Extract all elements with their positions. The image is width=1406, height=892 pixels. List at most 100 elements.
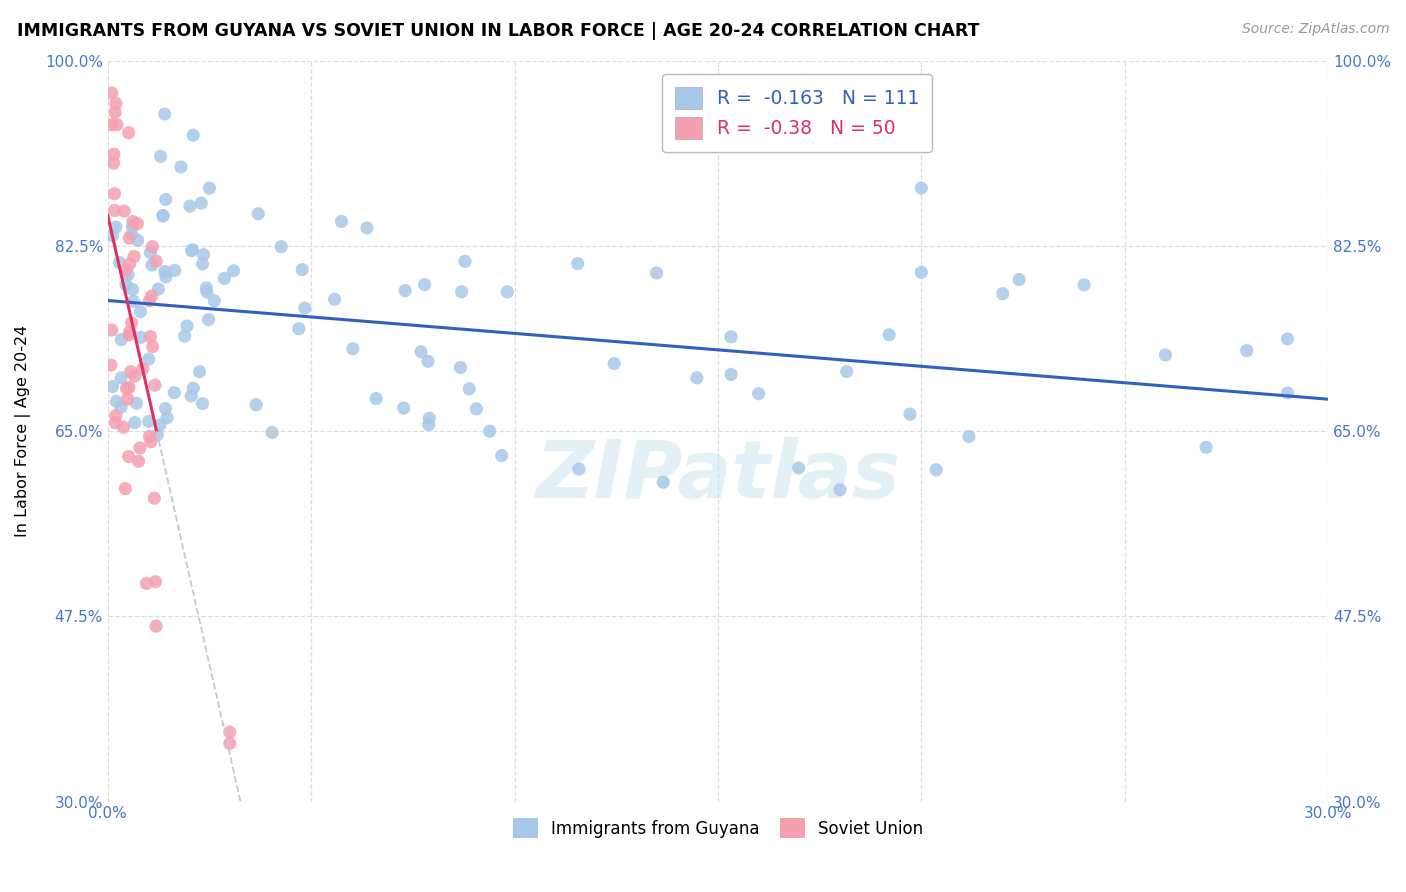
Point [155,193,177,207]
Point [112,420,135,434]
Point [108,255,131,269]
Point [127,233,149,247]
Point [366,392,388,406]
Point [153,107,176,121]
Point [145,619,167,633]
Point [135,576,157,591]
Point [105,394,128,409]
Point [449,360,471,375]
Point [720,330,742,344]
Point [100,323,122,337]
Point [392,401,415,415]
Point [342,342,364,356]
Point [179,199,201,213]
Point [124,416,146,430]
Point [124,369,146,384]
Point [458,382,481,396]
Point [214,271,236,285]
Point [294,301,316,315]
Point [138,293,160,308]
Point [957,429,980,443]
Point [173,329,195,343]
Point [1154,348,1177,362]
Point [910,181,932,195]
Point [1236,343,1258,358]
Point [478,424,501,438]
Point [100,358,122,372]
Point [190,196,212,211]
Point [356,221,378,235]
Text: IMMIGRANTS FROM GUYANA VS SOVIET UNION IN LABOR FORCE | AGE 20-24 CORRELATION CH: IMMIGRANTS FROM GUYANA VS SOVIET UNION I… [17,22,980,40]
Text: Source: ZipAtlas.com: Source: ZipAtlas.com [1241,22,1389,37]
Point [465,401,488,416]
Point [567,257,589,271]
Legend: Immigrants from Guyana, Soviet Union: Immigrants from Guyana, Soviet Union [506,812,929,845]
Point [181,128,204,143]
Point [188,365,211,379]
Point [101,86,124,100]
Point [104,409,127,423]
Point [652,475,675,490]
Point [454,254,477,268]
Point [1008,272,1031,286]
Point [120,365,142,379]
Point [148,282,170,296]
Point [1277,332,1299,346]
Point [142,340,165,354]
Point [103,186,125,201]
Point [117,450,139,464]
Point [153,264,176,278]
Point [132,362,155,376]
Point [122,294,145,309]
Point [1073,277,1095,292]
Point [413,277,436,292]
Text: ZIPatlas: ZIPatlas [536,437,900,515]
Point [101,228,124,243]
Point [121,219,143,234]
Point [910,265,932,279]
Point [122,214,145,228]
Point [720,368,742,382]
Point [129,330,152,344]
Point [103,156,125,170]
Point [1277,385,1299,400]
Point [291,262,314,277]
Point [129,441,152,455]
Point [104,105,127,120]
Point [898,407,921,421]
Point [418,417,440,432]
Point [121,227,143,241]
Point [121,316,143,330]
Point [193,247,215,261]
Point [118,231,141,245]
Point [112,204,135,219]
Point [176,318,198,333]
Point [262,425,284,440]
Point [191,396,214,410]
Point [105,118,128,132]
Point [115,381,138,395]
Point [104,416,127,430]
Point [138,352,160,367]
Point [828,483,851,497]
Point [163,263,186,277]
Point [180,244,202,258]
Point [496,285,519,299]
Point [197,312,219,326]
Point [603,357,626,371]
Point [128,454,150,468]
Point [288,321,311,335]
Point [152,209,174,223]
Point [143,491,166,505]
Y-axis label: In Labor Force | Age 20-24: In Labor Force | Age 20-24 [15,326,31,538]
Point [129,304,152,318]
Point [141,258,163,272]
Point [323,293,346,307]
Point [117,126,139,140]
Point [104,220,127,235]
Point [787,461,810,475]
Point [247,207,270,221]
Point [139,434,162,449]
Point [991,286,1014,301]
Point [114,482,136,496]
